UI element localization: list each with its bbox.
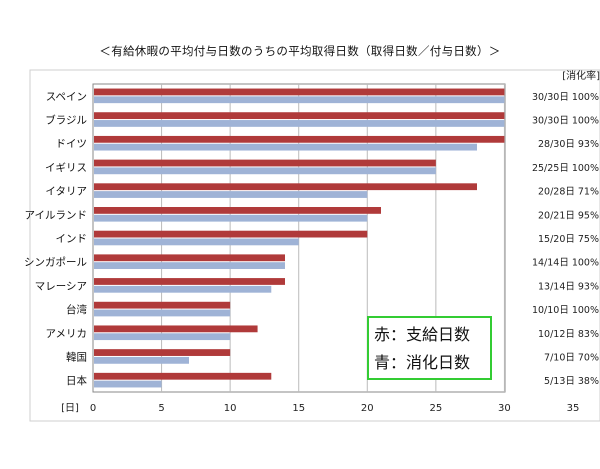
category-label: インド [56, 233, 88, 245]
category-label: ドイツ [56, 138, 88, 150]
bar-支給日数 [94, 88, 505, 96]
bar-支給日数 [94, 112, 505, 120]
bar-支給日数 [94, 254, 285, 262]
bar-支給日数 [94, 325, 258, 333]
x-tick-label: 0 [90, 403, 96, 414]
x-tick-label: 15 [292, 403, 305, 414]
category-label: マレーシア [35, 280, 87, 292]
legend-blue: 青：消化日数 [374, 353, 471, 372]
outer-frame [29, 69, 600, 422]
category-label: アイルランド [25, 209, 87, 221]
bar-支給日数 [94, 230, 368, 238]
legend-red: 赤：支給日数 [374, 325, 471, 344]
bar-消化日数 [94, 309, 231, 317]
bar-支給日数 [94, 372, 272, 380]
bar-支給日数 [94, 135, 505, 143]
category-label: スペイン [46, 91, 87, 103]
legend-box: 赤：支給日数 青：消化日数 [367, 316, 492, 380]
bar-支給日数 [94, 183, 477, 191]
x-tick-label: 20 [361, 403, 374, 414]
chart-title: ＜有給休暇の平均付与日数のうちの平均取得日数（取得日数／付与日数）＞ [99, 44, 501, 58]
right-column-header: [消化率] [562, 69, 600, 82]
ratio-label: 30/30日 100% [532, 92, 599, 103]
x-unit-label: [日] [61, 403, 79, 414]
category-label: シンガポール [24, 257, 87, 269]
category-label: 台湾 [66, 303, 87, 316]
bar-消化日数 [94, 214, 368, 222]
bar-支給日数 [94, 207, 381, 214]
bar-消化日数 [94, 96, 505, 104]
ratio-label: 7/10日 70% [544, 352, 599, 363]
bar-消化日数 [94, 143, 477, 151]
bar-支給日数 [94, 159, 436, 167]
bar-消化日数 [94, 262, 285, 269]
bar-消化日数 [94, 238, 299, 246]
ratio-label: 13/14日 93% [538, 281, 599, 292]
category-label: 韓国 [66, 351, 87, 363]
bar-支給日数 [94, 349, 231, 356]
ratio-label: 28/30日 93% [538, 139, 599, 150]
bar-消化日数 [94, 120, 505, 127]
ratio-label: 20/21日 95% [538, 210, 599, 221]
category-label: ブラジル [45, 114, 87, 127]
ratio-label: 20/28日 71% [538, 187, 599, 198]
ratio-label: 30/30日 100% [532, 116, 599, 127]
x-tick-label: 25 [429, 403, 442, 414]
x-tick-label: 35 [567, 403, 580, 414]
x-tick-label: 5 [158, 403, 164, 414]
ratio-label: 10/12日 83% [538, 329, 599, 340]
category-label: 日本 [66, 374, 87, 387]
bar-支給日数 [94, 301, 231, 309]
x-tick-label: 30 [498, 403, 511, 414]
bar-消化日数 [94, 333, 231, 341]
bar-消化日数 [94, 167, 436, 175]
bar-支給日数 [94, 278, 285, 285]
ratio-label: 15/20日 75% [538, 234, 599, 245]
bar-消化日数 [94, 285, 272, 293]
bar-消化日数 [94, 380, 162, 388]
x-tick-label: 10 [224, 403, 237, 414]
ratio-label: 10/10日 100% [532, 305, 599, 316]
category-label: アメリカ [46, 328, 87, 340]
category-label: イギリス [45, 162, 87, 174]
ratio-label: 25/25日 100% [532, 163, 599, 174]
category-label: イタリア [45, 186, 87, 198]
ratio-label: 14/14日 100% [532, 258, 599, 269]
bar-消化日数 [94, 191, 368, 198]
bar-消化日数 [94, 356, 189, 364]
ratio-label: 5/13日 38% [544, 376, 599, 387]
